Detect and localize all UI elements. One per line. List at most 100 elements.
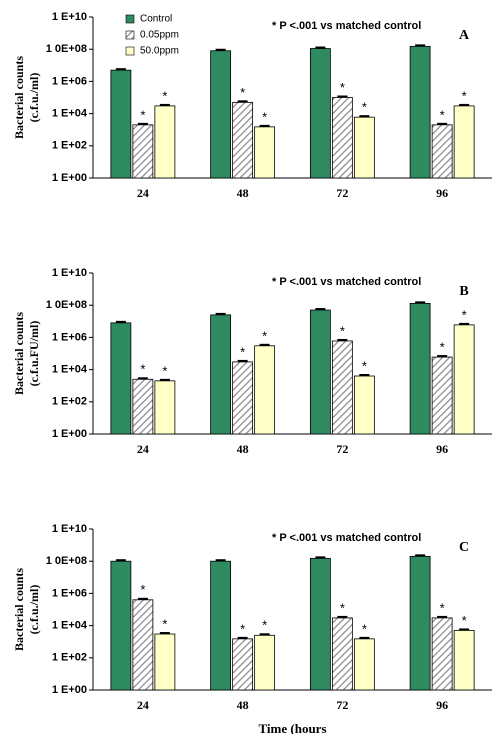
y-tick-label: 1 E+10 <box>52 523 87 535</box>
bar <box>132 378 154 435</box>
y-tick-label: 1 E+02 <box>52 140 87 152</box>
significance-mark: * <box>362 358 367 373</box>
y-axis-label: Bacterial counts <box>12 312 26 395</box>
bar <box>110 560 132 691</box>
x-axis-label: Time (hours <box>258 721 326 734</box>
significance-mark: * <box>240 85 245 100</box>
bar <box>353 375 375 435</box>
bar <box>210 314 232 435</box>
y-axis-label: Bacterial counts <box>12 56 26 139</box>
bar <box>453 105 475 179</box>
bar <box>453 324 475 435</box>
y-tick-label: 1 0E+08 <box>46 43 87 55</box>
bar <box>254 634 276 691</box>
y-tick-label: 1 E+10 <box>52 267 87 279</box>
bar <box>453 630 475 691</box>
significance-mark: * <box>262 109 267 124</box>
x-tick-label: 48 <box>237 442 249 456</box>
significance-mark: * <box>440 107 445 122</box>
legend-swatch <box>125 14 135 24</box>
note: * P <.001 vs matched control <box>272 276 421 288</box>
significance-mark: * <box>462 613 467 628</box>
y-tick-label: 1 E+02 <box>52 652 87 664</box>
legend-swatch <box>125 30 135 40</box>
legend-swatch <box>125 46 135 56</box>
bar <box>431 617 453 691</box>
significance-mark: * <box>340 323 345 338</box>
y-tick-label: 1 0E+08 <box>46 299 87 311</box>
significance-mark: * <box>440 600 445 615</box>
bar <box>431 124 453 179</box>
y-axis-label: Bacterial counts <box>12 568 26 651</box>
bar <box>110 322 132 435</box>
bar <box>254 126 276 179</box>
panel-letter: A <box>459 28 470 43</box>
y-tick-label: 1 E+06 <box>52 331 87 343</box>
bar <box>232 101 254 179</box>
significance-mark: * <box>440 340 445 355</box>
y-tick-label: 1 E+00 <box>52 684 87 696</box>
significance-mark: * <box>140 582 145 597</box>
bar <box>309 48 331 179</box>
y-tick-label: 1 E+10 <box>52 11 87 23</box>
bar <box>232 638 254 691</box>
x-tick-label: 96 <box>436 442 448 456</box>
x-tick-label: 24 <box>137 698 149 712</box>
significance-mark: * <box>462 307 467 322</box>
bar <box>132 124 154 179</box>
y-tick-label: 1 E+04 <box>52 620 88 632</box>
significance-mark: * <box>362 621 367 636</box>
significance-mark: * <box>362 100 367 115</box>
bar <box>409 45 431 179</box>
panel-letter: B <box>459 284 468 299</box>
significance-mark: * <box>240 344 245 359</box>
bar <box>353 116 375 179</box>
significance-mark: * <box>340 600 345 615</box>
bar <box>331 340 353 435</box>
y-tick-label: 1 E+00 <box>52 172 87 184</box>
y-tick-label: 1 E+00 <box>52 428 87 440</box>
bar <box>331 97 353 179</box>
significance-mark: * <box>140 107 145 122</box>
legend-label: Control <box>140 14 172 25</box>
significance-mark: * <box>140 362 145 377</box>
bar <box>309 557 331 691</box>
y-tick-label: 1 E+06 <box>52 75 87 87</box>
significance-mark: * <box>240 621 245 636</box>
note: * P <.001 vs matched control <box>272 532 421 544</box>
note: * P <.001 vs matched control <box>272 20 421 32</box>
bar <box>353 638 375 691</box>
y-tick-label: 1 E+06 <box>52 587 87 599</box>
bar <box>110 69 132 179</box>
bar <box>232 361 254 435</box>
bar <box>431 356 453 435</box>
y-tick-label: 1 E+04 <box>52 364 88 376</box>
x-tick-label: 96 <box>436 698 448 712</box>
x-tick-label: 96 <box>436 186 448 200</box>
significance-mark: * <box>162 363 167 378</box>
bar <box>132 599 154 691</box>
bar <box>154 105 176 179</box>
bar <box>154 380 176 435</box>
x-tick-label: 48 <box>237 698 249 712</box>
y-axis-label: (c.f.u./ml) <box>27 73 41 123</box>
y-axis-label: (c.f.u.FU/ml) <box>27 321 41 387</box>
significance-mark: * <box>162 88 167 103</box>
bar <box>309 309 331 435</box>
legend-label: 50.0ppm <box>140 46 179 57</box>
x-tick-label: 72 <box>336 186 348 200</box>
significance-mark: * <box>162 616 167 631</box>
x-tick-label: 24 <box>137 442 149 456</box>
bar <box>254 345 276 435</box>
bar <box>409 555 431 691</box>
bar <box>409 302 431 435</box>
x-tick-label: 72 <box>336 698 348 712</box>
y-tick-label: 1 E+02 <box>52 396 87 408</box>
bar <box>210 560 232 691</box>
panel-letter: C <box>459 540 469 555</box>
significance-mark: * <box>262 618 267 633</box>
x-tick-label: 24 <box>137 186 149 200</box>
bar <box>154 633 176 691</box>
significance-mark: * <box>262 328 267 343</box>
